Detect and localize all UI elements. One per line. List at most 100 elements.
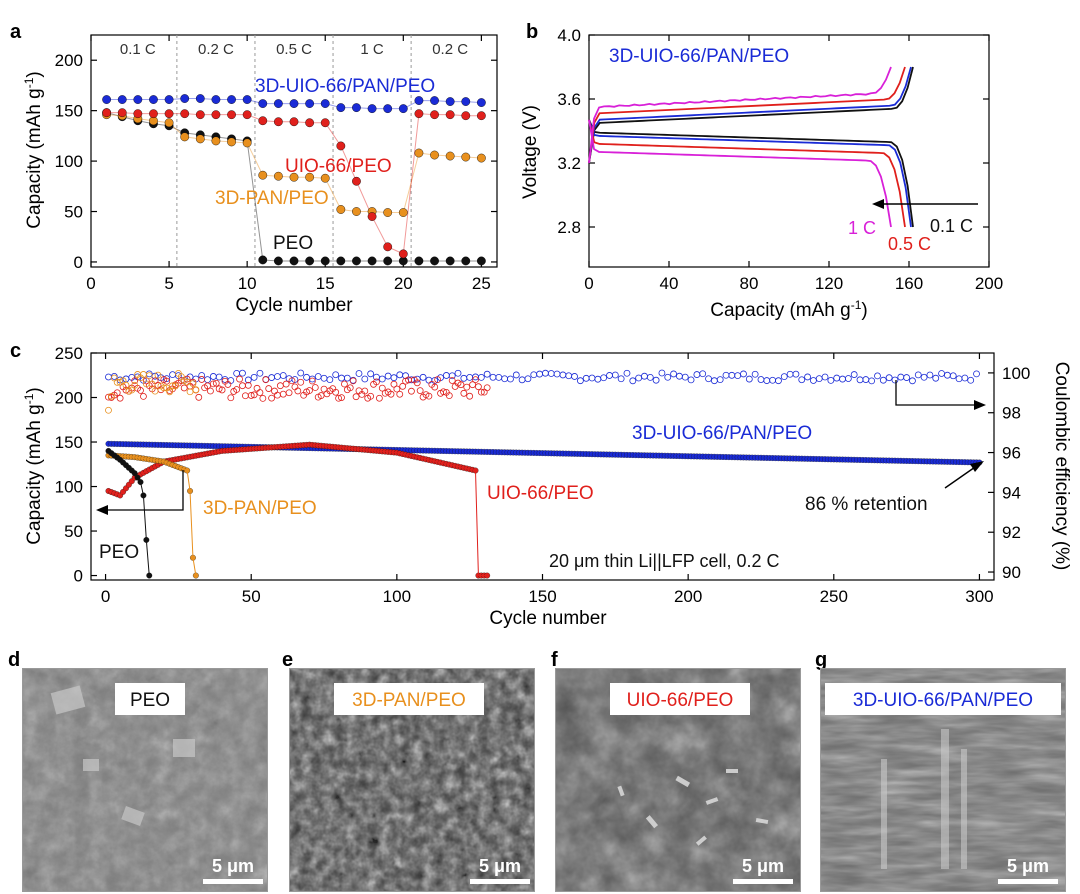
cap-line-uio	[108, 444, 488, 577]
ce-point-s3d	[868, 377, 876, 385]
ce-point-s3d	[576, 377, 584, 385]
discharge-curve-c1	[588, 119, 892, 228]
point-pan	[227, 137, 236, 147]
ce-point-uio	[116, 394, 124, 402]
y-tick-label: 200	[55, 51, 83, 70]
ce-point-uio	[346, 384, 354, 392]
ce-point-s3d	[751, 370, 759, 378]
sem-scale-text-uio: 5 μm	[742, 856, 784, 876]
panel-c-label-peo: PEO	[99, 542, 139, 563]
point-peo	[461, 256, 471, 266]
ce-point-s3d	[693, 371, 701, 378]
ce-point-s3d	[763, 377, 771, 384]
ce-point-uio	[262, 376, 270, 384]
cap-line-peo	[108, 450, 150, 576]
sem-texture-uio: UIO-66/PEO 5 μm	[556, 669, 800, 891]
point-uio	[320, 118, 330, 128]
sem-scale-bar-3d-uio	[998, 879, 1058, 884]
ce-point-s3d	[571, 373, 578, 380]
ce-point-uio	[291, 383, 299, 391]
y-tick-label: 4.0	[557, 26, 581, 45]
ce-point-uio	[390, 380, 398, 388]
ce-point-uio	[195, 393, 203, 401]
ce-point-uio	[413, 379, 421, 387]
panel-b-label-05c: 0.5 C	[888, 234, 931, 254]
ce-point-s3d	[891, 376, 899, 384]
ce-point-uio	[227, 394, 235, 402]
ce-point-uio	[393, 385, 401, 393]
ce-point-s3d	[542, 369, 549, 377]
point-pan	[461, 152, 471, 162]
charge-curve-uio	[588, 66, 906, 164]
ce-point-s3d	[343, 374, 351, 382]
panel-a-ylabel: Capacity (mAh g-1)	[22, 71, 45, 228]
ce-point-s3d	[804, 373, 811, 381]
panel-c-label-pan: 3D-PAN/PEO	[203, 498, 317, 519]
sem-scale-bar-pan	[470, 879, 530, 884]
point-s3d	[180, 94, 190, 103]
ce-point-s3d	[454, 369, 462, 377]
point-uio	[414, 109, 424, 119]
ce-point-s3d	[268, 374, 276, 381]
ce-point-s3d	[745, 375, 753, 383]
ce-point-s3d	[227, 377, 235, 384]
panel-c-ticks: 0 50 100 150 200 250 300 0 50 100 150 200 250 90 92 94 9…	[55, 344, 1031, 606]
ce-point-s3d	[676, 372, 683, 380]
point-pan	[211, 136, 221, 146]
x-tick-label: 40	[660, 274, 679, 293]
ce-point-uio	[224, 381, 232, 388]
point-uio	[273, 117, 283, 127]
ce-point-s3d	[274, 373, 281, 380]
point-peo	[430, 256, 439, 266]
sem-image-pan: 3D-PAN/PEO 5 μm	[289, 668, 535, 892]
ce-point-s3d	[536, 370, 543, 378]
ce-point-uio	[241, 392, 249, 400]
ce-point-s3d	[897, 373, 905, 381]
ce-point-uio	[265, 385, 273, 392]
point-s3d	[195, 94, 205, 103]
panel-c-coulombic-efficiency	[105, 369, 980, 414]
ce-point-uio	[236, 375, 243, 383]
ce-point-s3d	[699, 370, 707, 378]
ce-point-s3d	[582, 374, 590, 382]
ce-point-s3d	[338, 374, 345, 382]
sem-texture-peo: PEO 5 μm	[23, 669, 267, 891]
panel-b-title: 3D-UIO-66/PAN/PEO	[609, 46, 789, 67]
ce-point-s3d	[448, 372, 456, 380]
panel-f-letter: f	[551, 649, 558, 671]
ce-point-s3d	[495, 373, 503, 381]
sem-scale-text-pan: 5 μm	[479, 856, 521, 876]
ce-point-uio	[375, 394, 383, 402]
ce-point-uio	[311, 384, 319, 391]
point-uio	[383, 242, 393, 252]
ce-point-uio	[457, 381, 465, 389]
ce-point-s3d	[740, 370, 747, 378]
ce-point-uio	[448, 377, 456, 384]
point-uio	[149, 109, 158, 119]
ce-point-uio	[408, 387, 415, 395]
point-uio	[227, 110, 236, 120]
point-peo	[336, 256, 346, 266]
ce-point-uio	[361, 387, 369, 395]
ce-point-pan	[107, 392, 115, 400]
ce-point-s3d	[874, 372, 881, 380]
discharge-curve-uio	[588, 119, 906, 228]
x-tick-label: 200	[674, 587, 702, 606]
ce-point-s3d	[920, 373, 928, 381]
x-tick-label: 160	[895, 274, 923, 293]
ce-point-s3d	[839, 375, 846, 383]
ce-point-uio	[440, 388, 447, 396]
panel-a-label-peo: PEO	[273, 233, 313, 254]
ce-point-s3d	[390, 374, 398, 382]
ce-point-uio	[367, 392, 375, 400]
ce-point-uio	[416, 387, 424, 394]
y2-tick-label: 96	[1002, 444, 1021, 463]
ce-point-uio	[276, 382, 284, 390]
panel-b-rate-arrow	[872, 199, 978, 209]
ce-point-s3d	[833, 374, 841, 382]
ce-point-s3d	[332, 371, 340, 379]
ce-point-uio	[466, 392, 474, 400]
ce-point-s3d	[460, 374, 468, 382]
ce-point-s3d	[967, 376, 975, 384]
